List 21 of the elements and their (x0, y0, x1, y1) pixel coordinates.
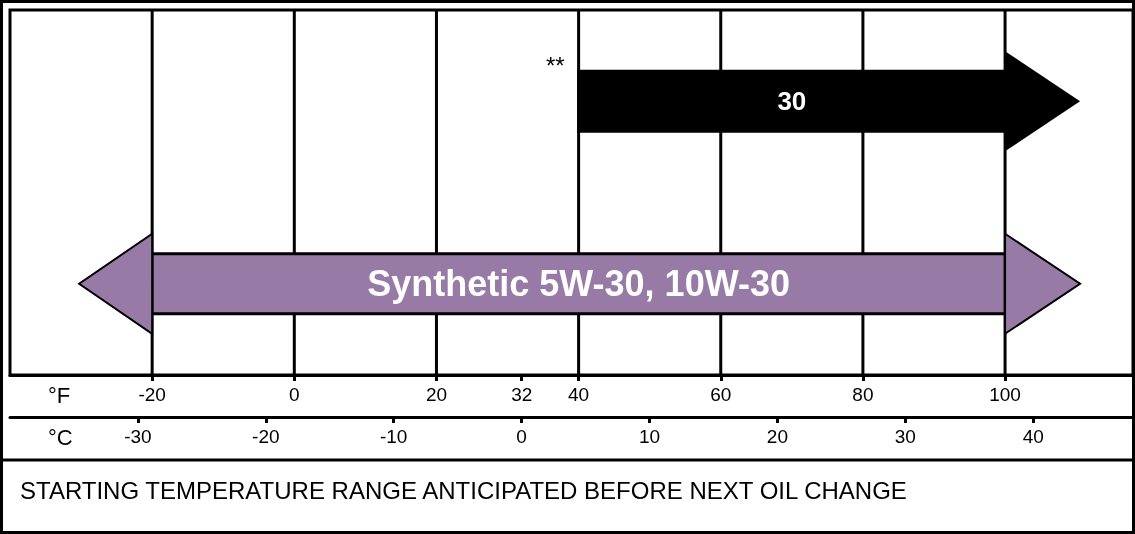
x2-tick-label: -10 (379, 426, 408, 447)
x2-tick-label: 0 (516, 426, 527, 447)
x-axis-title: °F (48, 382, 71, 408)
x2-tick-label: -20 (252, 426, 280, 447)
x-tick-label: 60 (710, 384, 732, 405)
y-tick-label: Synthetic 5W-30, 10W-30 (367, 263, 790, 305)
x-tick-label: -20 (138, 384, 166, 405)
x2-tick-label: 20 (766, 426, 788, 447)
x-tick-label: 80 (852, 384, 874, 405)
x2-tick-label: -30 (124, 426, 152, 447)
x2-tick-label: 30 (894, 426, 916, 447)
x-tick-label: 20 (425, 384, 448, 405)
x-tick-label: 40 (568, 384, 590, 405)
x2-tick-label: 40 (1022, 426, 1044, 447)
annotation: ** (545, 51, 565, 79)
text: STARTING TEMPERATURE RANGE ANTICIPATED BEFORE NEXT OIL CHANGE (20, 476, 907, 504)
x-tick-label: 0 (289, 384, 300, 405)
x-tick-label: 32 (511, 384, 533, 405)
x2-axis-title: °C (48, 424, 73, 450)
x2-tick-label: 10 (638, 426, 661, 447)
x-tick-label: 100 (989, 384, 1021, 405)
